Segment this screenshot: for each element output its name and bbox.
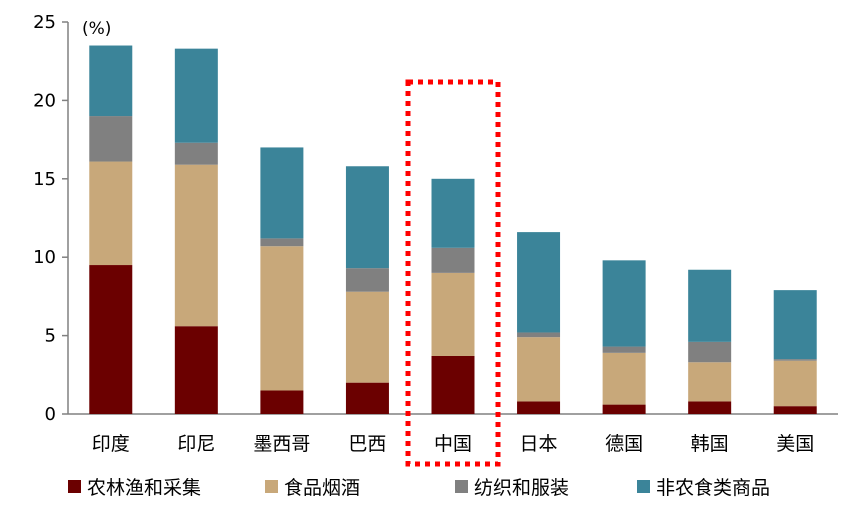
category-labels: 印度 印尼 墨西哥 巴西 中国 日本 德国 韩国 美国 [92,433,814,455]
bar-segment [260,390,304,414]
bar-segment [431,247,475,273]
bar-segment [602,352,646,405]
bar-segment [517,332,561,338]
bar-segment [431,178,475,248]
legend-swatch [455,480,468,493]
legend-swatch [68,480,81,493]
category-label: 印尼 [177,433,215,455]
y-tick-label: 25 [33,12,56,33]
category-label: 印度 [92,433,130,455]
bar-segment [174,326,218,414]
bar-segment [260,246,304,391]
bar-segment [345,291,389,383]
bar-segment [174,142,218,165]
legend-label: 农林渔和采集 [87,477,201,499]
bar-segment [174,164,218,327]
bars [89,45,817,414]
legend-swatch [265,480,278,493]
bar-segment [260,238,304,247]
y-tick-label: 15 [33,169,56,190]
bar-segment [602,346,646,353]
unit-label: (%) [82,19,111,39]
bar-segment [345,382,389,414]
bar-segment [517,232,561,333]
legend: 农林渔和采集 食品烟酒 纺织和服装 非农食类商品 [68,477,770,499]
category-label: 德国 [605,433,643,455]
category-label: 巴西 [348,433,386,455]
bar-segment [260,147,304,239]
y-tick-label: 20 [33,90,56,111]
bar-segment [431,355,475,414]
bar-segment [174,48,218,143]
bar-segment [345,166,389,269]
highlight-box-china [405,79,501,467]
category-label: 美国 [776,433,814,455]
legend-label: 非农食类商品 [656,477,770,499]
bar-segment [517,337,561,402]
legend-swatch [637,480,650,493]
bar-segment [89,265,133,414]
bar-segment [602,260,646,347]
bar-segment [431,272,475,356]
category-label: 中国 [434,433,472,455]
category-label: 墨西哥 [253,433,310,455]
bar-segment [602,404,646,414]
bar-segment [773,290,817,360]
bar-segment [773,360,817,407]
bar-segment [517,401,561,414]
bar-segment [688,269,732,342]
category-label: 韩国 [691,433,729,455]
bar-segment [89,116,133,162]
bar-segment [773,359,817,361]
bar-segment [688,362,732,402]
category-label: 日本 [520,433,558,455]
bar-segment [89,161,133,266]
y-tick-label: 0 [45,404,56,425]
bar-segment [345,268,389,292]
bar-segment [773,406,817,414]
legend-label: 纺织和服装 [474,477,569,499]
bar-segment [688,341,732,363]
bar-segment [688,401,732,414]
y-tick-label: 5 [45,326,56,347]
legend-label: 食品烟酒 [284,477,360,499]
y-ticks: 0 5 10 15 20 25 [33,12,68,425]
bar-segment [89,45,133,117]
y-tick-label: 10 [33,247,56,268]
